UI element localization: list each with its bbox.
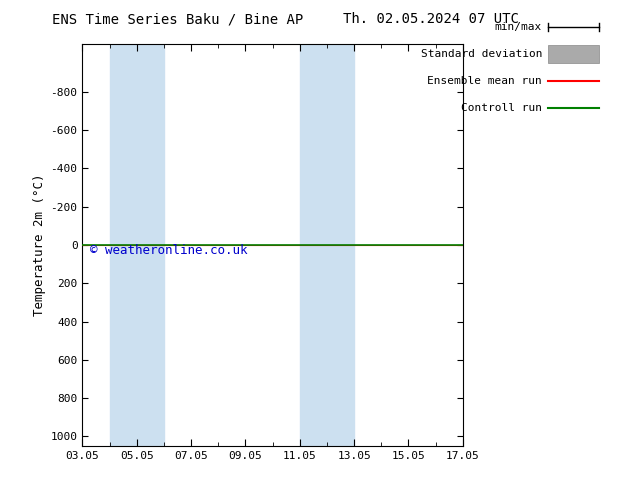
Text: min/max: min/max [495, 22, 542, 32]
Text: © weatheronline.co.uk: © weatheronline.co.uk [90, 244, 247, 257]
Text: Standard deviation: Standard deviation [420, 49, 542, 59]
Bar [300, 44, 354, 446]
Text: Controll run: Controll run [461, 103, 542, 113]
Text: Th. 02.05.2024 07 UTC: Th. 02.05.2024 07 UTC [343, 12, 519, 26]
Bar [110, 44, 164, 446]
Y-axis label: Temperature 2m (°C): Temperature 2m (°C) [34, 174, 46, 316]
Text: ENS Time Series Baku / Bine AP: ENS Time Series Baku / Bine AP [52, 12, 303, 26]
Text: Ensemble mean run: Ensemble mean run [427, 76, 542, 86]
